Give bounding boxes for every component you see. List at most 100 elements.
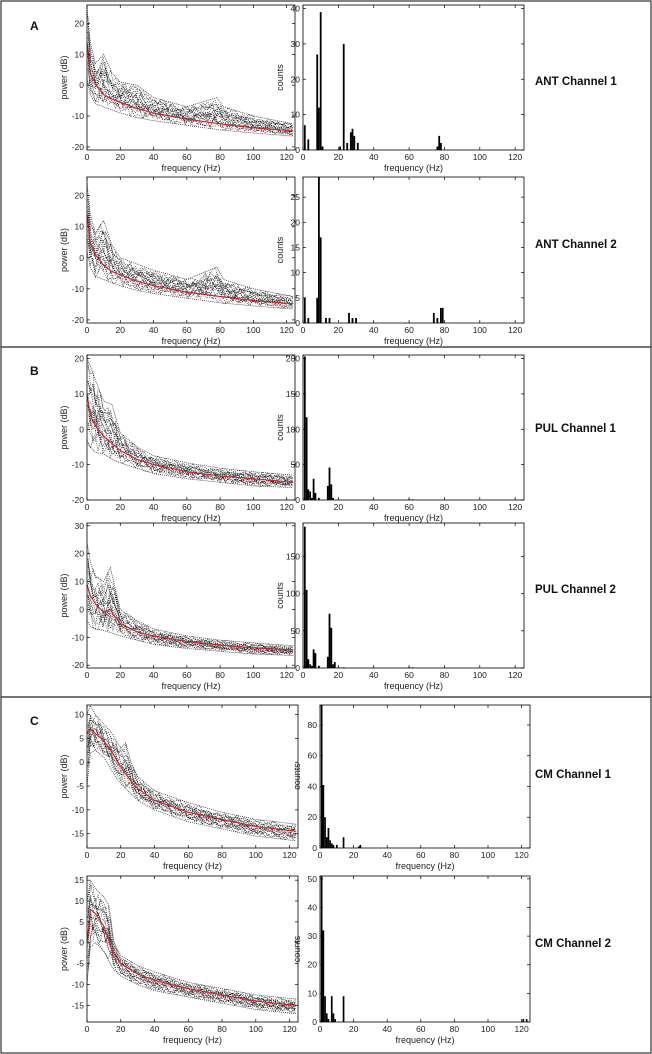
cm1-hist-bar-8 <box>336 844 338 848</box>
cm1-hist-bar-11 <box>359 844 362 848</box>
pul1-hist-bar-10 <box>330 484 333 500</box>
ant2-spectrum-xtick-label-2: 40 <box>149 325 159 335</box>
ant1-spectrum-trace-9 <box>87 50 293 130</box>
ant2-hist-bar-13 <box>441 307 444 323</box>
pul2-hist-ytick-label-1: 50 <box>291 626 301 636</box>
cm1-spectrum-individual-spectra <box>87 714 296 841</box>
cm1-hist-bar-9 <box>342 837 345 848</box>
cm1-spectrum-ytick-label-0: -15 <box>72 829 85 839</box>
ant1-spectrum-upper-envelope <box>86 8 294 125</box>
ant2-hist-bar-8 <box>351 318 354 323</box>
cm2-spectrum-xlabel: frequency (Hz) <box>163 1035 222 1045</box>
cm2-hist-axes-frame <box>319 875 531 1023</box>
ant2-hist-xtick-label-2: 40 <box>369 325 379 335</box>
ant2-spectrum-ytick-label-3: 10 <box>75 222 85 232</box>
pul2-spectrum-mean-line <box>86 584 294 651</box>
cm2-hist-ytick-label-3: 30 <box>308 931 318 941</box>
pul2-hist-bar-11 <box>332 664 334 668</box>
ant2-spectrum-lower-envelope <box>86 251 294 310</box>
pul1-hist-bars <box>303 356 414 500</box>
pul2-hist-xtick-label-6: 120 <box>508 670 522 680</box>
pul2-spectrum-axes-frame <box>86 522 296 669</box>
pul2-spectrum-chart: 0 20 40 60 80 100 120 -20 -10 0 10 20 30 frequency (H… <box>59 521 296 691</box>
cm1-spectrum-upper-envelope <box>86 704 297 825</box>
ant1-spectrum-mean-line <box>86 41 294 132</box>
pul2-hist-xtick-label-2: 40 <box>369 670 379 680</box>
pul2-hist-xlabel: frequency (Hz) <box>384 681 443 691</box>
ant2-hist-bar-2 <box>316 297 319 323</box>
cm2-spectrum-trace-14 <box>87 884 296 1004</box>
pul1-hist-bar-6 <box>314 492 317 500</box>
pul1-hist-xtick-label-2: 40 <box>369 502 379 512</box>
cm1-hist-ytick-label-4: 80 <box>308 720 318 730</box>
cm2-spectrum-xtick-label-4: 80 <box>217 1024 227 1034</box>
pul1-spectrum-ytick-label-4: 20 <box>75 354 85 364</box>
ant2-hist-bar-3 <box>318 177 320 323</box>
cm1-spectrum-mean-line <box>86 727 297 832</box>
pul1-spectrum-xtick-label-3: 60 <box>182 502 192 512</box>
cm2-spectrum-ytick-label-0: -15 <box>72 1000 85 1010</box>
pul1-hist-xtick-label-4: 80 <box>440 502 450 512</box>
cm1-hist-bar-4 <box>327 828 330 848</box>
ant1-hist-axes-frame <box>302 4 525 151</box>
pul1-spectrum-trace-4 <box>87 404 293 486</box>
ant1-spectrum-trace-14 <box>87 32 293 128</box>
ant1-hist-bar-2 <box>316 54 319 150</box>
cm2-spectrum-ytick-label-2: -5 <box>76 959 84 969</box>
cm1-spectrum-axes-frame <box>86 704 299 849</box>
ant1-spectrum-individual-spectra <box>87 17 293 137</box>
ant1-hist-bar-4 <box>319 12 322 150</box>
cm1-spectrum-xtick-label-5: 100 <box>249 850 263 860</box>
ant2-hist-xlabel: frequency (Hz) <box>384 336 443 346</box>
pul1-hist-ylabel: counts <box>275 414 285 441</box>
cm2-spectrum-trace-15 <box>87 883 296 1004</box>
pul1-spectrum-xlabel: frequency (Hz) <box>161 513 220 523</box>
pul1-hist-ytick-label-1: 50 <box>291 460 301 470</box>
pul2-hist-axes-frame <box>302 522 525 669</box>
ant2-hist-xtick-label-6: 120 <box>508 325 522 335</box>
cm2-spectrum-ytick-label-6: 15 <box>75 875 85 885</box>
pul2-hist-ytick-label-0: 0 <box>295 663 300 673</box>
ant1-hist-bar-10 <box>351 128 354 150</box>
ant1-hist-ytick-label-4: 40 <box>291 4 301 14</box>
cm2-spectrum-xtick-label-3: 60 <box>184 1024 194 1034</box>
pul2-hist-ytick-label-3: 150 <box>286 551 300 561</box>
pul2-spectrum-ytick-label-5: 30 <box>75 521 85 531</box>
pul1-hist-bar-9 <box>328 467 331 500</box>
ant1-hist-ytick-label-0: 0 <box>295 145 300 155</box>
ant1-hist-bar-6 <box>339 146 341 150</box>
ant1-spectrum-trace-11 <box>87 37 293 129</box>
cm1-spectrum-trace-10 <box>87 715 296 832</box>
pul1-spectrum-trace-2 <box>87 422 293 487</box>
ant1-hist-ytick-label-2: 20 <box>291 74 301 84</box>
ant1-spectrum-trace-15 <box>87 17 293 128</box>
cm2-spectrum-chart: 0 20 40 60 80 100 120 -15 -10 -5 0 5 10 15 frequency (… <box>59 875 299 1045</box>
ant1-spectrum-trace-3 <box>87 68 293 135</box>
pul2-spectrum-trace-9 <box>87 571 293 652</box>
ant1-hist-xtick-label-6: 120 <box>508 152 522 162</box>
pul1-hist-ytick-label-4: 200 <box>286 354 300 364</box>
ant1-hist-ylabel: counts <box>275 64 285 91</box>
ant2-spectrum-trace-7 <box>87 221 293 306</box>
pul1-spectrum-ytick-label-1: -10 <box>72 460 85 470</box>
cm1-hist-bar-2 <box>324 817 326 848</box>
cm2-spectrum-trace-12 <box>87 904 296 1005</box>
ant1-hist-bar-0 <box>303 125 306 150</box>
ant2-hist-ytick-label-1: 5 <box>295 293 300 303</box>
pul2-spectrum-xtick-label-0: 0 <box>85 670 90 680</box>
cm2-spectrum-trace-6 <box>87 908 296 1010</box>
cm1-hist-ylabel: counts <box>292 763 302 790</box>
pul2-hist-bar-7 <box>318 665 320 668</box>
cm1-hist-bar-6 <box>330 843 333 848</box>
pul2-spectrum-ytick-label-4: 20 <box>75 549 85 559</box>
pul2-hist-bar-3 <box>309 664 311 668</box>
ant1-spectrum-ytick-label-2: 0 <box>79 80 84 90</box>
cm1-hist-xtick-label-2: 40 <box>382 850 392 860</box>
cm1-spectrum-xtick-label-0: 0 <box>85 850 90 860</box>
cm2-hist-ytick-label-1: 10 <box>308 988 318 998</box>
cm2-spectrum-ytick-label-4: 5 <box>79 917 84 927</box>
pul2-hist-xtick-label-0: 0 <box>301 670 306 680</box>
cm1-hist-axes-frame <box>319 704 531 849</box>
